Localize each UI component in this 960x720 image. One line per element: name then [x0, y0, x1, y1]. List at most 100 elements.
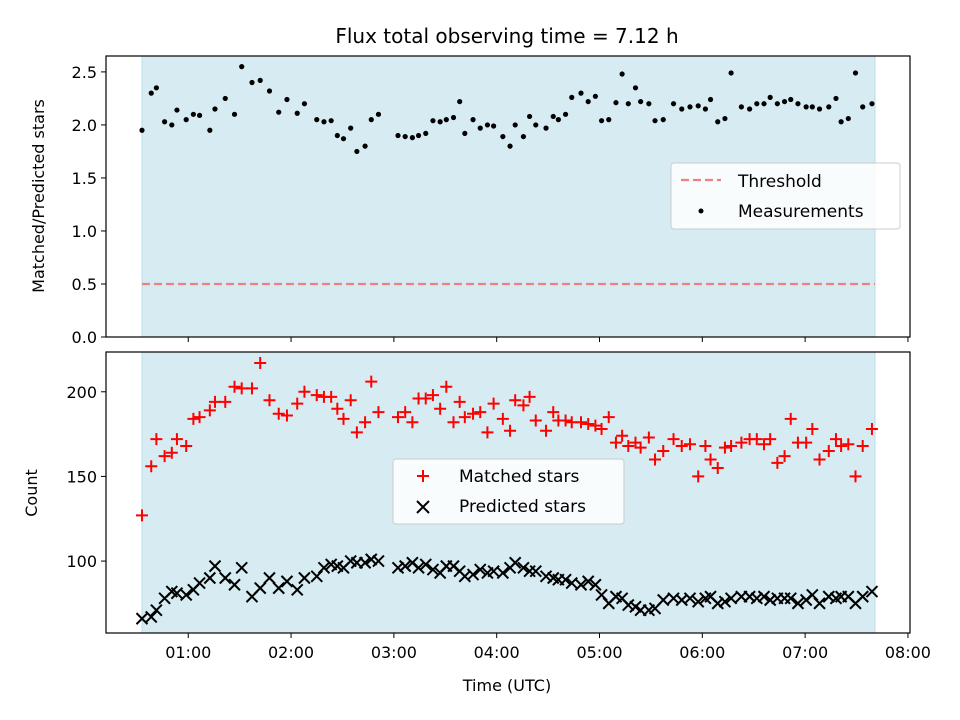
count-y-axis-label: Count: [22, 469, 41, 517]
matched-stars-point: [616, 429, 629, 442]
matched-stars-point: [865, 423, 878, 436]
ratio-legend: Threshold Measurements: [670, 162, 901, 230]
ratio-ytick-label: 2.0: [72, 116, 97, 135]
measurement-point: [348, 125, 354, 131]
measurement-point: [670, 101, 677, 107]
predicted-stars-point: [539, 570, 553, 583]
matched-stars-point: [434, 402, 447, 415]
matched-stars-point: [784, 412, 797, 425]
count-axes-frame: [105, 351, 911, 634]
predicted-stars-point: [372, 554, 385, 568]
matched-stars-point: [453, 395, 466, 408]
matched-stars-point: [426, 389, 439, 402]
measurement-point: [190, 111, 196, 117]
predicted-stars-point: [358, 556, 372, 569]
measurement-point: [747, 106, 753, 112]
matched-stars-point: [711, 461, 724, 474]
matched-stars-point: [158, 450, 171, 463]
measurement-point: [555, 117, 561, 123]
measurement-point: [375, 111, 382, 117]
matched-stars-point: [574, 416, 587, 429]
measurement-point: [443, 117, 449, 123]
time-xtick-label: 06:00: [679, 643, 725, 662]
measurement-point: [695, 103, 701, 109]
measurement-point: [196, 112, 203, 118]
predicted-stars-point: [474, 563, 487, 576]
measurement-point: [354, 148, 360, 155]
legend-matched-label: Matched stars: [459, 467, 579, 487]
predicted-stars-point: [298, 571, 311, 585]
matched-stars-point: [372, 406, 385, 419]
matched-stars-point: [667, 433, 680, 446]
measurement-point: [660, 117, 666, 123]
measurement-point: [845, 115, 851, 122]
matched-stars-point: [856, 439, 869, 452]
predicted-stars-point: [517, 561, 530, 575]
measurement-point: [526, 113, 533, 120]
predicted-stars-point: [365, 553, 378, 566]
matched-stars-point: [325, 390, 338, 403]
measurement-point: [477, 125, 483, 131]
measurement-point: [212, 106, 218, 112]
predicted-stars-point: [529, 565, 542, 578]
matched-stars-point: [235, 382, 248, 395]
matched-stars-point: [467, 407, 480, 420]
measurement-point: [774, 101, 780, 107]
matched-stars-point: [280, 409, 293, 422]
predicted-stars-point: [683, 592, 697, 605]
predicted-stars-point: [235, 561, 248, 575]
predicted-stars-point: [496, 566, 510, 580]
measurement-point: [402, 133, 408, 140]
matched-stars-point: [208, 395, 221, 408]
matched-stars-point: [822, 445, 835, 458]
measurement-point: [437, 119, 443, 125]
measurement-point: [838, 119, 844, 125]
matched-stars-point: [263, 394, 276, 407]
measurement-point: [632, 85, 639, 91]
measurement-point: [687, 104, 693, 110]
measurement-point: [257, 77, 263, 83]
predicted-stars-point: [856, 590, 869, 603]
matched-stars-point: [272, 407, 285, 420]
predicted-stars-point: [466, 568, 480, 581]
matched-stars-point: [540, 424, 553, 437]
matched-stars-point: [487, 397, 500, 410]
predicted-stars-point: [657, 593, 670, 607]
predicted-stars-point: [791, 597, 805, 610]
measurement-point: [833, 95, 839, 102]
legend-predicted-label: Predicted stars: [459, 497, 586, 517]
measurement-point: [139, 127, 145, 133]
matched-stars-point: [496, 412, 509, 425]
measurement-point: [284, 96, 290, 103]
predicted-stars-point: [219, 571, 232, 585]
predicted-stars-point: [574, 578, 588, 591]
measurement-point: [174, 107, 180, 113]
matched-stars-point: [193, 411, 206, 424]
measurement-point: [507, 143, 513, 149]
matched-stars-point: [849, 470, 862, 483]
measurement-point: [340, 136, 347, 142]
measurement-point: [395, 132, 401, 139]
predicted-stars-point: [317, 561, 331, 575]
predicted-stars-point: [426, 563, 440, 576]
predicted-stars-point: [691, 595, 705, 608]
measurement-point: [301, 101, 308, 107]
measurement-point: [153, 85, 159, 91]
matched-stars-point: [609, 436, 622, 449]
measurement-point: [294, 110, 300, 116]
measurement-point: [728, 70, 734, 76]
matched-stars-point: [735, 436, 748, 449]
predicted-stars-point: [272, 581, 285, 595]
matched-stars-point: [331, 402, 344, 415]
matched-stars-point: [829, 433, 842, 446]
measurement-point: [761, 101, 767, 107]
predicted-stars-point: [398, 559, 412, 573]
measurement-point: [585, 98, 591, 105]
matched-stars-point: [800, 436, 813, 449]
measurement-point: [754, 101, 760, 107]
predicted-stars-point: [813, 597, 826, 610]
predicted-stars-point: [228, 578, 241, 591]
predicted-stars-point: [724, 592, 738, 605]
matched-stars-point: [291, 397, 304, 410]
predicted-stars-point: [581, 575, 595, 588]
